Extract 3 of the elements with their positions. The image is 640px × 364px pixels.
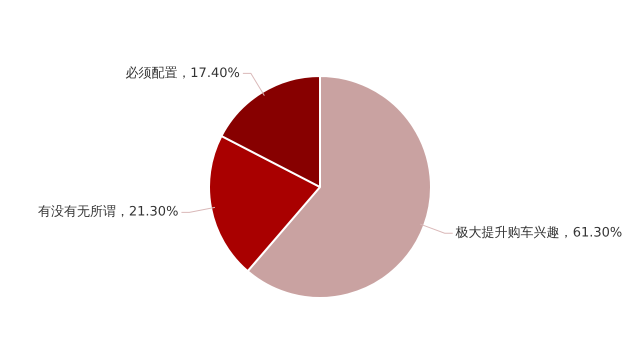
slice-label: 有没有无所谓，21.30%	[38, 204, 178, 220]
slice-label: 极大提升购车兴趣，61.30%	[454, 226, 622, 241]
slice-label: 必须配置，17.40%	[125, 66, 240, 81]
